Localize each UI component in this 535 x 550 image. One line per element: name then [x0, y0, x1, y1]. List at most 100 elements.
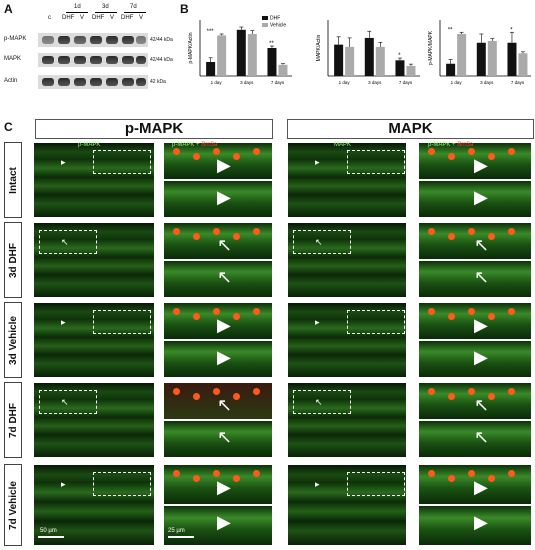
row-label-7d-dhf: 7d DHF	[4, 382, 22, 458]
header-mapk: MAPK	[287, 119, 534, 139]
brn3a-cell	[213, 388, 220, 395]
micrograph-zoom	[418, 505, 532, 546]
marker-arrow: ↖	[61, 237, 69, 247]
micrograph-zoom	[163, 180, 273, 218]
brn3a-cell	[468, 148, 475, 155]
lane-dhf-7: DHF	[121, 15, 134, 21]
brn3a-cell	[428, 470, 435, 477]
bar-vehicle	[345, 46, 355, 76]
marker-arrow: ▸	[61, 157, 66, 167]
zoom-region-box	[93, 310, 151, 334]
brn3a-cell	[233, 233, 240, 240]
brn3a-cell	[508, 308, 515, 315]
marker-arrow: ▶	[474, 347, 488, 367]
brn3a-cell	[448, 313, 455, 320]
marker-arrow: ▸	[61, 479, 66, 489]
brn3a-cell	[488, 475, 495, 482]
micrograph-zoom	[418, 420, 532, 458]
brn3a-cell	[508, 388, 515, 395]
marker-arrow: ↖	[61, 397, 69, 407]
scalebar-big-label: 50 µm	[40, 528, 57, 534]
bar-dhf	[334, 44, 344, 76]
brn3a-cell	[508, 228, 515, 235]
brn3a-cell	[428, 308, 435, 315]
channel-label-pmapk-merge: p-MAPK + Brn3a	[172, 142, 218, 148]
brn3a-cell	[468, 470, 475, 477]
brn3a-cell	[253, 148, 260, 155]
category-label: 7 days	[271, 80, 285, 85]
marker-arrow: ▶	[217, 155, 231, 175]
zoom-region-box	[293, 390, 351, 414]
brn3a-cell	[428, 228, 435, 235]
brn3a-cell	[508, 470, 515, 477]
bar-vehicle	[375, 46, 385, 76]
brn3a-cell	[448, 475, 455, 482]
brn3a-cell	[173, 470, 180, 477]
zoom-region-box	[347, 472, 405, 496]
header-pmapk: p-MAPK	[35, 119, 273, 139]
micrograph-retina	[287, 382, 407, 458]
blot-row-label-mapk: MAPK	[4, 56, 22, 62]
bar-vehicle	[406, 65, 416, 76]
brn3a-cell	[213, 308, 220, 315]
marker-arrow: ↖	[474, 235, 490, 255]
micrograph-zoom	[163, 260, 273, 298]
legend-label: Vehicle	[270, 23, 286, 29]
marker-arrow: ↖	[217, 235, 233, 255]
panel-label-c: C	[4, 120, 13, 134]
lane-dhf-1: DHF	[62, 15, 75, 21]
marker-arrow: ↖	[217, 267, 233, 287]
zoom-region-box	[293, 230, 351, 254]
category-label: 3 days	[240, 80, 254, 85]
brn3a-cell	[448, 153, 455, 160]
micrograph-zoom	[418, 260, 532, 298]
marker-arrow: ▶	[474, 155, 488, 175]
blot-row-pmapk	[38, 33, 148, 47]
zoom-region-box	[347, 150, 405, 174]
brn3a-cell	[468, 308, 475, 315]
category-label: 1 day	[451, 80, 463, 85]
micrograph-zoom	[163, 420, 273, 458]
brn3a-cell	[468, 228, 475, 235]
bar-vehicle	[457, 34, 467, 76]
brn3a-cell	[193, 313, 200, 320]
bar-dhf	[236, 29, 246, 76]
micrograph-zoom	[418, 180, 532, 218]
category-label: 1 day	[211, 80, 223, 85]
marker-arrow: ↖	[315, 237, 323, 247]
significance-mark: ***	[207, 29, 215, 35]
brn3a-cell	[233, 153, 240, 160]
chart-mapk-actin: MAPK/Actin 1 day 3 days 7 days *	[316, 20, 420, 85]
marker-arrow: ▶	[474, 187, 488, 207]
brn3a-cell	[488, 393, 495, 400]
brn3a-cell	[173, 148, 180, 155]
micrograph-zoom	[163, 340, 273, 378]
brn3a-cell	[508, 148, 515, 155]
brn3a-cell	[193, 475, 200, 482]
lane-v-1: V	[80, 15, 85, 21]
brn3a-cell	[253, 470, 260, 477]
blot-row-label-actin: Actin	[4, 78, 18, 84]
brn3a-cell	[253, 228, 260, 235]
micrograph-retina	[287, 222, 407, 298]
category-label: 3 days	[368, 80, 382, 85]
brn3a-cell	[193, 153, 200, 160]
blot-row-mapk	[38, 53, 148, 67]
panel-label-b: B	[180, 2, 189, 16]
micrograph-zoom	[418, 340, 532, 378]
brn3a-cell	[253, 308, 260, 315]
zoom-region-box	[39, 230, 97, 254]
scalebar-big	[38, 536, 64, 538]
marker-arrow: ▸	[61, 317, 66, 327]
lane-c: c	[48, 15, 51, 21]
category-label: 7 days	[511, 80, 525, 85]
category-label: 3 days	[480, 80, 494, 85]
brn3a-cell	[213, 228, 220, 235]
row-label-intact: Intact	[4, 142, 22, 218]
channel-label-pmapk: p-MAPK	[78, 142, 101, 148]
scalebar-zoom	[168, 536, 194, 538]
category-label: 1 day	[339, 80, 351, 85]
time-label-1d: 1d	[74, 4, 81, 10]
brn3a-cell	[173, 308, 180, 315]
